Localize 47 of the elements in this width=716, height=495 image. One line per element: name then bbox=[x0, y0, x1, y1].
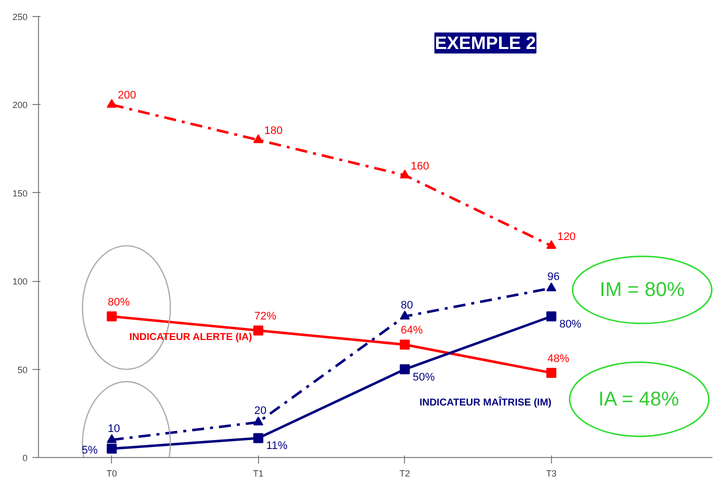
annotation: INDICATEUR MAÎTRISE (IM) bbox=[419, 396, 552, 408]
data-label: 64% bbox=[400, 324, 424, 337]
text: EXEMPLE 2 bbox=[434, 32, 536, 53]
x-tick-label: T0 bbox=[106, 468, 118, 478]
data-label: 80% bbox=[559, 318, 582, 330]
y-tick-label: 200 bbox=[12, 100, 28, 110]
point bbox=[253, 433, 264, 444]
y-tick-label: 0 bbox=[22, 453, 28, 463]
point bbox=[400, 310, 410, 320]
y-tick-label: 250 bbox=[12, 12, 28, 22]
point bbox=[546, 240, 556, 249]
data-label: 80 bbox=[400, 299, 414, 312]
point bbox=[253, 416, 264, 426]
data-label: 80% bbox=[108, 296, 130, 308]
data-label: 5% bbox=[82, 444, 98, 457]
data-label: 120 bbox=[557, 230, 576, 243]
point bbox=[546, 311, 556, 322]
point bbox=[400, 340, 410, 350]
point bbox=[106, 434, 117, 443]
data-label: 200 bbox=[118, 90, 136, 102]
y-tick-label: 150 bbox=[12, 188, 28, 198]
point bbox=[400, 170, 410, 178]
point bbox=[253, 134, 264, 144]
x-tick-label: T2 bbox=[400, 468, 410, 478]
y-tick-label: 100 bbox=[12, 276, 28, 287]
data-label: 48% bbox=[547, 352, 570, 365]
data-label: 20 bbox=[254, 405, 267, 418]
data-label: 96 bbox=[547, 271, 560, 284]
x-tick-label: T1 bbox=[253, 468, 264, 478]
annotation: IM = 80% bbox=[600, 278, 685, 301]
data-label: 50% bbox=[412, 371, 436, 384]
annotation: IA = 48% bbox=[598, 388, 680, 410]
data-label: 160 bbox=[410, 160, 430, 172]
annotation: INDICATEUR ALERTE (IA) bbox=[129, 332, 252, 344]
point bbox=[546, 368, 556, 378]
data-label: 72% bbox=[254, 310, 277, 322]
data-label: 11% bbox=[266, 440, 288, 452]
point bbox=[106, 444, 117, 454]
y-tick-label: 50 bbox=[17, 364, 28, 375]
point bbox=[106, 311, 117, 322]
data-label: 180 bbox=[264, 124, 283, 137]
data-label: 10 bbox=[108, 422, 120, 435]
point bbox=[546, 282, 556, 292]
point bbox=[400, 364, 410, 374]
point bbox=[253, 325, 264, 336]
x-tick-label: T3 bbox=[546, 468, 557, 478]
point bbox=[106, 99, 117, 108]
